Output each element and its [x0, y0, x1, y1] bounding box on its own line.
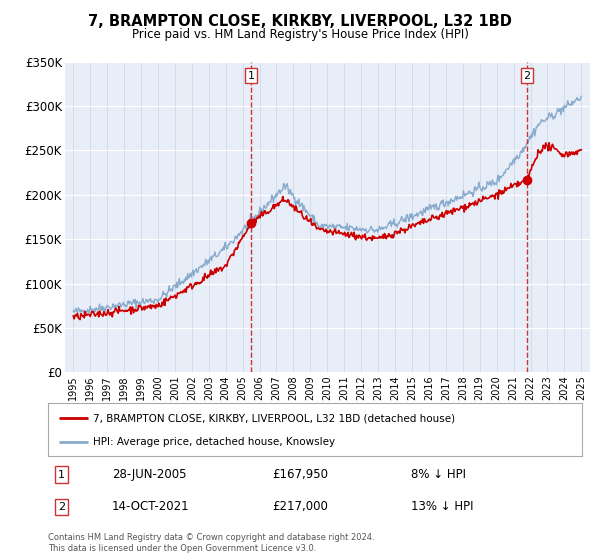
Text: 28-JUN-2005: 28-JUN-2005: [112, 468, 187, 481]
Text: 13% ↓ HPI: 13% ↓ HPI: [411, 500, 473, 514]
Text: £217,000: £217,000: [272, 500, 328, 514]
Text: 1: 1: [58, 470, 65, 479]
Text: 2: 2: [58, 502, 65, 512]
Text: 2: 2: [523, 71, 530, 81]
Text: Contains HM Land Registry data © Crown copyright and database right 2024.
This d: Contains HM Land Registry data © Crown c…: [48, 533, 374, 553]
Text: 1: 1: [248, 71, 254, 81]
Text: £167,950: £167,950: [272, 468, 328, 481]
Text: 8% ↓ HPI: 8% ↓ HPI: [411, 468, 466, 481]
Text: HPI: Average price, detached house, Knowsley: HPI: Average price, detached house, Know…: [94, 436, 335, 446]
Text: 7, BRAMPTON CLOSE, KIRKBY, LIVERPOOL, L32 1BD (detached house): 7, BRAMPTON CLOSE, KIRKBY, LIVERPOOL, L3…: [94, 413, 455, 423]
Text: 14-OCT-2021: 14-OCT-2021: [112, 500, 190, 514]
Text: Price paid vs. HM Land Registry's House Price Index (HPI): Price paid vs. HM Land Registry's House …: [131, 28, 469, 41]
Text: 7, BRAMPTON CLOSE, KIRKBY, LIVERPOOL, L32 1BD: 7, BRAMPTON CLOSE, KIRKBY, LIVERPOOL, L3…: [88, 14, 512, 29]
